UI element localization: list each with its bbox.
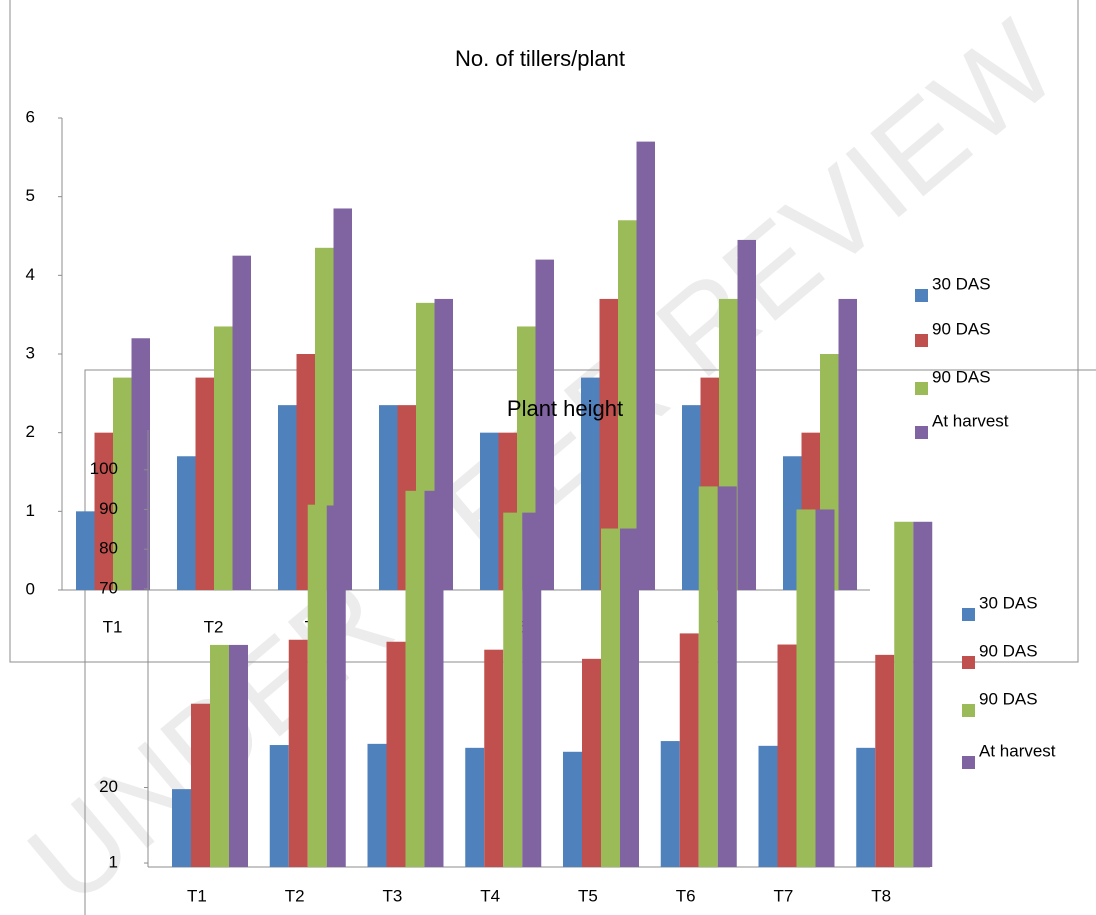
bar [214,326,233,590]
y-tick-label: 0 [26,579,35,598]
bar [856,747,876,867]
bar [913,521,933,867]
bar [326,505,346,867]
legend-label: 90 DAS [979,689,1038,708]
x-tick-label: T7 [773,886,793,905]
bar [601,528,620,867]
legend-swatch [915,289,928,302]
bar [777,644,797,867]
legend-swatch [962,704,975,717]
bar [660,741,680,867]
y-tick-label: 6 [26,107,35,126]
bar [563,751,582,867]
y-tick-label: 4 [26,265,35,284]
legend-swatch [915,334,928,347]
bar [581,377,600,590]
y-tick-label: 1 [109,853,118,872]
bar [177,456,196,590]
bar [503,512,523,867]
bar [315,247,334,591]
y-tick-label: 90 [99,499,118,518]
bar [113,377,132,590]
bar [484,649,504,867]
legend-label: 90 DAS [979,641,1038,660]
legend-swatch [962,608,975,621]
bar [232,255,251,590]
legend-swatch [915,382,928,395]
bar [333,208,352,590]
bar [172,789,191,867]
bar [522,512,542,867]
bar [229,644,248,867]
bar [307,504,327,867]
x-tick-label: T2 [204,617,224,636]
y-tick-label: 1 [26,501,35,520]
bar [737,239,756,590]
y-tick-label: 5 [26,186,35,205]
chart-title: No. of tillers/plant [455,46,625,71]
bar [758,745,778,867]
bar [599,298,618,590]
bar [679,633,699,867]
x-tick-label: T1 [187,886,207,905]
x-tick-label: T5 [578,886,598,905]
bar [815,509,835,867]
bar [717,486,737,867]
chart-frame [9,0,1079,663]
bar [269,745,289,867]
legend-label: 30 DAS [979,593,1038,612]
legend-swatch [962,756,975,769]
bar [379,405,398,590]
bar [405,490,425,867]
bar [94,432,113,590]
bar [875,654,895,867]
bar [424,490,444,867]
x-tick-label: T2 [285,886,305,905]
legend-swatch [915,426,928,439]
bar [620,528,639,867]
bar [618,220,637,590]
bar [698,486,718,867]
bar [367,743,387,867]
bar [535,259,554,590]
bar [288,639,308,867]
bar [76,511,95,590]
y-tick-label: 20 [99,777,118,796]
bar [191,703,210,867]
bar [131,338,150,590]
x-tick-label: T1 [103,617,123,636]
bar [480,432,499,590]
bar [210,644,229,867]
x-tick-label: T3 [382,886,402,905]
bar [894,521,914,867]
y-tick-label: 70 [99,578,118,597]
legend-label: 30 DAS [932,274,991,293]
bar [682,405,701,590]
legend-label: 90 DAS [932,319,991,338]
bar [195,377,214,590]
y-tick-label: 3 [26,343,35,362]
y-tick-label: 2 [26,422,35,441]
x-tick-label: T6 [676,886,696,905]
bar [465,747,485,867]
x-tick-label: T4 [480,886,500,905]
y-tick-label: 80 [99,539,118,558]
y-tick-label: 100 [90,459,118,478]
bar [838,298,857,590]
bar [582,658,601,867]
bar [636,141,655,590]
bar [796,509,816,867]
chart-title: Plant height [507,396,623,421]
legend-label: 90 DAS [932,367,991,386]
bar [278,405,297,590]
legend-swatch [962,656,975,669]
chart-frame [84,369,1096,915]
legend-label: At harvest [979,741,1056,760]
bar [386,641,406,867]
legend-label: At harvest [932,411,1009,430]
x-tick-label: T8 [871,886,891,905]
